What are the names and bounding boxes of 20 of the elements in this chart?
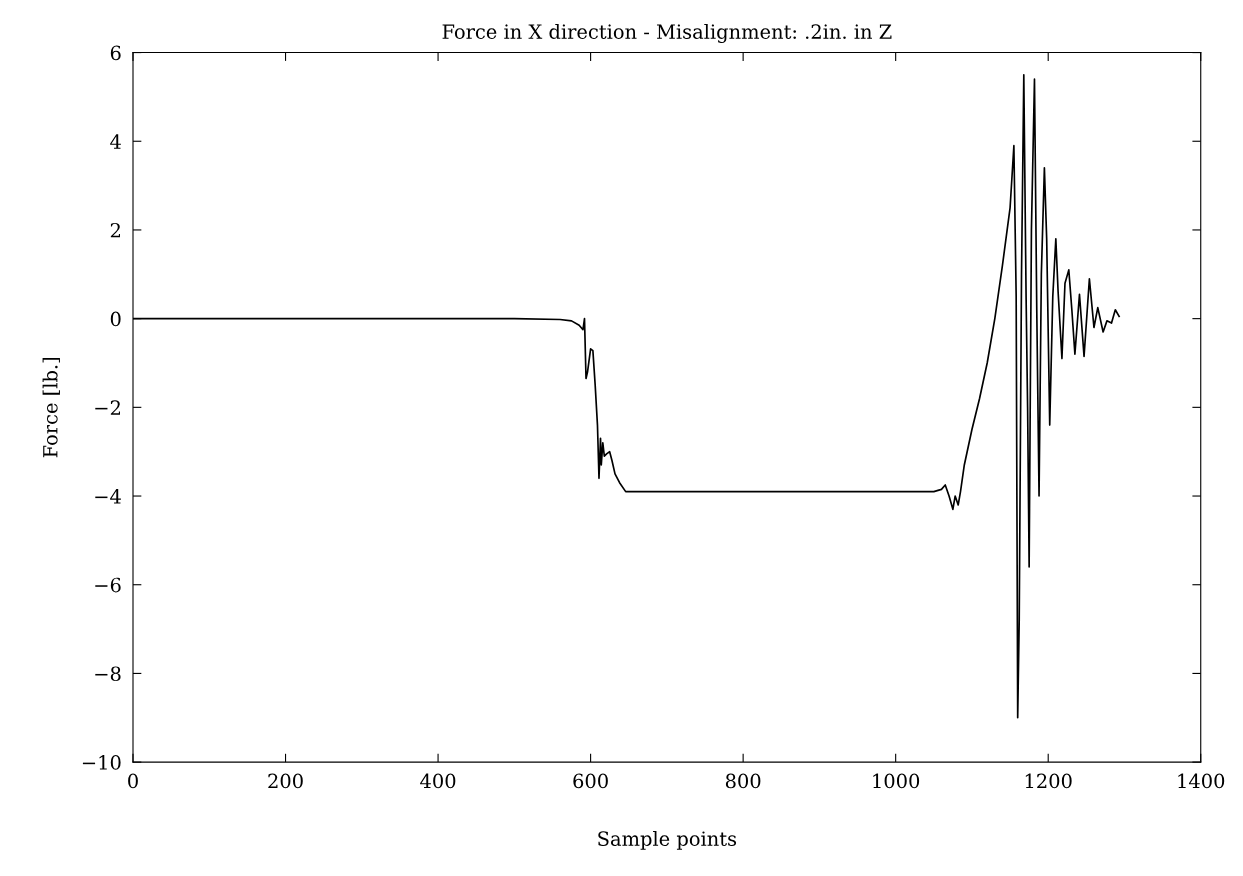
y-tick-label: −2 (95, 400, 120, 415)
y-tick-label: 2 (110, 222, 120, 238)
x-tick-label: 1200 (1025, 773, 1072, 789)
y-tick-label: −8 (95, 666, 121, 682)
y-tick-label: 4 (110, 134, 121, 149)
y-tick-label: 0 (110, 311, 121, 327)
x-axis-title: Sample points (598, 830, 737, 850)
y-tick-label: 6 (110, 45, 121, 61)
y-axis-title: Force [lb.] (42, 358, 60, 458)
x-tick-label: 600 (573, 773, 608, 789)
x-tick-label: 800 (725, 773, 761, 789)
x-tick-label: 1400 (1178, 773, 1225, 789)
x-tick-label: 400 (420, 773, 456, 789)
chart-title: Force in X direction - Misalignment: .2in. in Z (442, 23, 892, 43)
y-tick-label: −6 (95, 577, 121, 593)
y-tick-label: −10 (82, 755, 121, 770)
x-tick-label: 1000 (873, 773, 920, 789)
x-tick-label: 200 (268, 773, 303, 789)
y-tick-label: −4 (95, 488, 121, 504)
x-tick-label: 0 (128, 773, 138, 789)
